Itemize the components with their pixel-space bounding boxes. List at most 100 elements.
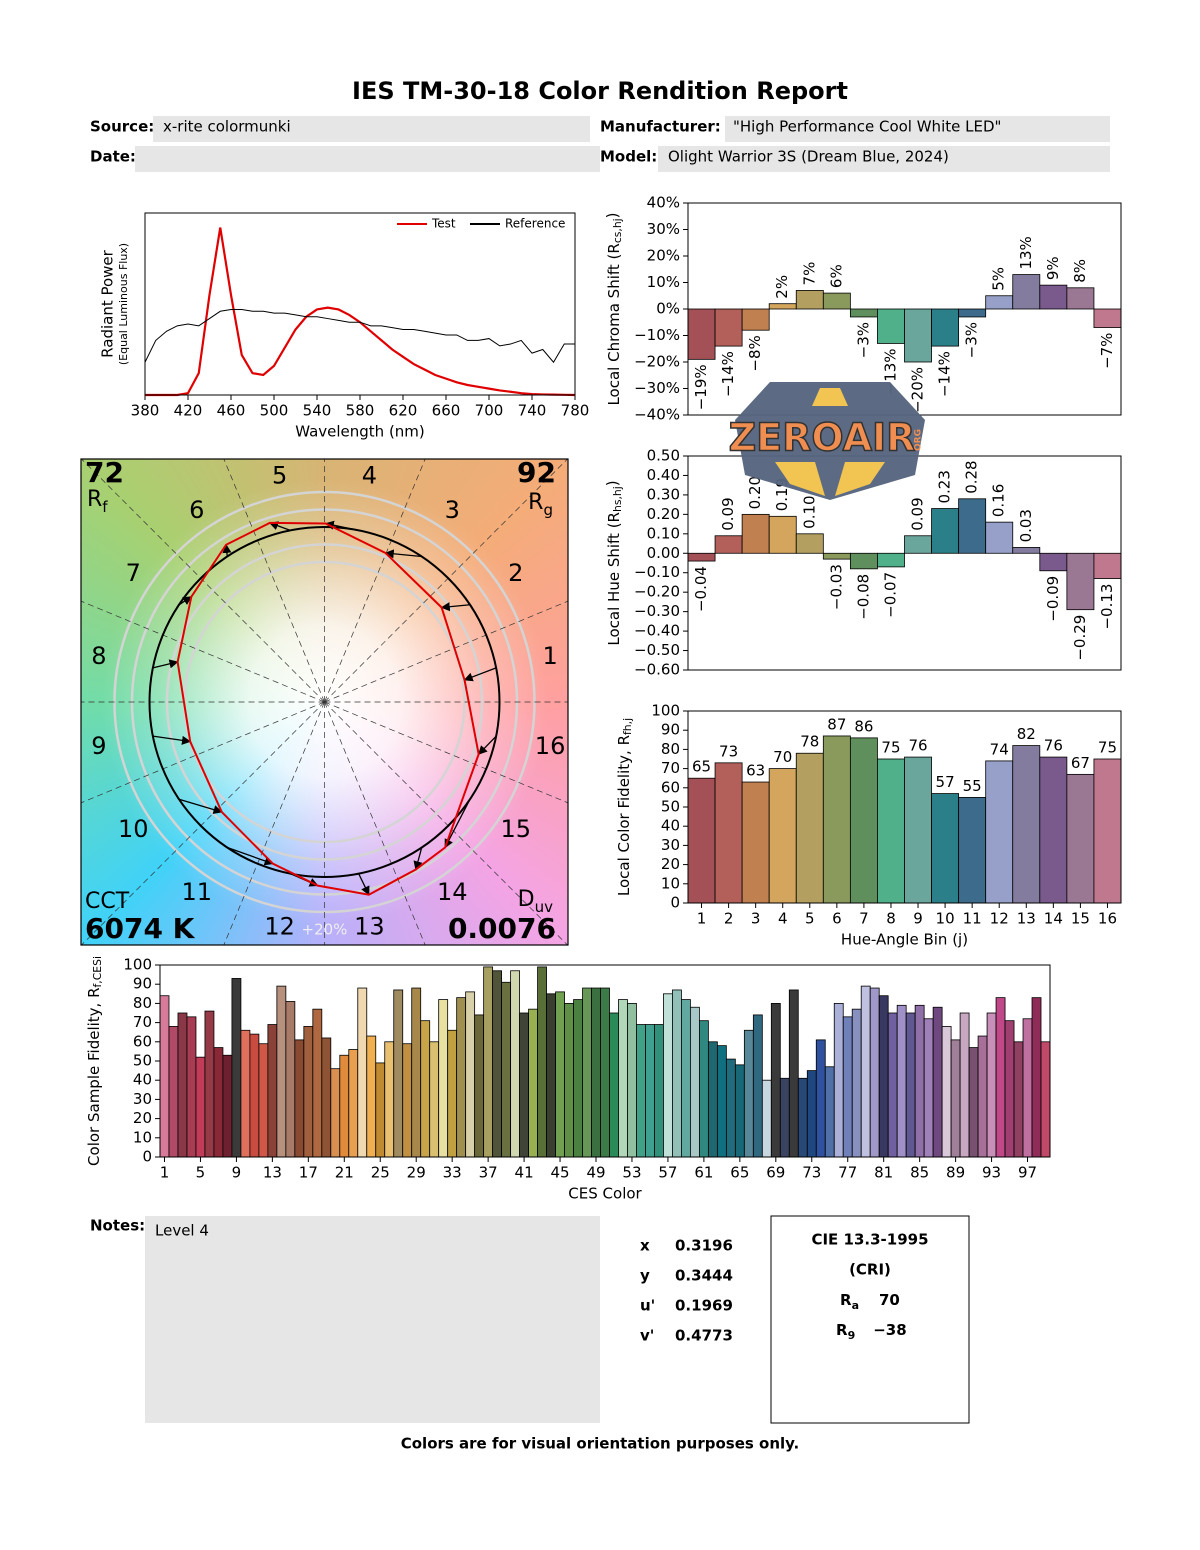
- rg-symbol-text: R: [528, 490, 543, 515]
- chromaticity-value: 0.1969: [675, 1297, 733, 1315]
- bar: [537, 966, 547, 1158]
- shift-arrow: [268, 521, 291, 531]
- bar: [914, 1004, 925, 1158]
- value-label: 87: [827, 715, 846, 733]
- y-tick-label: 50: [661, 798, 680, 816]
- bar: [177, 1012, 188, 1158]
- y-tick-label: 30%: [647, 220, 680, 238]
- bar: [950, 1039, 961, 1158]
- bin-boundary: [324, 459, 568, 703]
- value-label: 0.10: [800, 495, 818, 528]
- y-tick-label: −0.30: [634, 602, 680, 620]
- rf-symbol: Rf: [87, 487, 108, 516]
- bin-label: 9: [91, 732, 106, 760]
- y-axis-label-sub: cs,hj: [611, 218, 624, 243]
- bar: [663, 993, 673, 1158]
- y-tick-label: 90: [133, 975, 152, 993]
- bar: [483, 966, 494, 1158]
- value-label: 2%: [773, 275, 791, 299]
- field-label: Manufacturer:: [600, 118, 721, 136]
- y-tick-label: 100: [651, 702, 680, 720]
- bar: [741, 781, 770, 904]
- bar: [958, 498, 987, 554]
- y-tick-label: 0.10: [647, 524, 680, 542]
- bar: [904, 308, 932, 363]
- bar: [1012, 745, 1041, 904]
- bar: [420, 1020, 431, 1158]
- x-tick-label: 77: [838, 1164, 857, 1182]
- y-tick-label: 20: [661, 855, 680, 873]
- x-tick-label: 4: [778, 910, 788, 928]
- shift-arrow: [384, 549, 422, 559]
- shift-arrow: [413, 847, 423, 871]
- x-tick-label: 9: [232, 1164, 242, 1182]
- notes-text: Level 4: [155, 1222, 209, 1240]
- bar: [725, 1058, 736, 1158]
- y-axis-label-text: Local Hue Shift (R: [605, 512, 623, 646]
- bar: [159, 995, 170, 1158]
- shift-arrow: [463, 667, 497, 682]
- bar: [768, 515, 797, 554]
- bar: [887, 1012, 898, 1158]
- bar: [1004, 1020, 1015, 1158]
- bin-label: 10: [118, 815, 149, 843]
- bar: [636, 1024, 646, 1158]
- rf-symbol-sub: f: [102, 498, 108, 516]
- shift-arrow: [227, 846, 274, 866]
- value-label: 63: [746, 762, 765, 780]
- y-tick-label: 0: [670, 894, 680, 912]
- x-tick-label: 8: [886, 910, 896, 928]
- bar: [824, 1066, 835, 1158]
- bar: [842, 1016, 853, 1158]
- value-label: 86: [854, 717, 873, 735]
- bar: [672, 989, 682, 1158]
- field-box: [725, 116, 1110, 142]
- x-tick-label: 7: [859, 910, 869, 928]
- bar: [438, 999, 449, 1158]
- bar: [833, 1003, 844, 1158]
- bar: [1093, 758, 1122, 904]
- y-tick-label: 90: [661, 721, 680, 739]
- value-label: −20%: [909, 367, 927, 413]
- x-tick-label: 16: [1098, 910, 1117, 928]
- shift-arrow: [178, 798, 223, 814]
- bar: [904, 535, 932, 554]
- y-axis-label: Local Color Fidelity, Rfh,j: [615, 718, 634, 896]
- shift-arrow: [358, 873, 370, 896]
- bar: [240, 1029, 251, 1158]
- bin-boundary: [81, 459, 325, 703]
- bar: [213, 1047, 224, 1158]
- bar: [931, 308, 960, 347]
- x-tick-label: 1: [160, 1164, 170, 1182]
- bin-label: 14: [437, 878, 468, 906]
- bar: [582, 987, 592, 1158]
- bar: [714, 535, 743, 554]
- bar: [995, 997, 1006, 1158]
- bar: [1093, 308, 1122, 328]
- value-label: −3%: [963, 322, 981, 358]
- cri-r9-sub: 9: [848, 1329, 856, 1342]
- chromaticity-label: v': [640, 1327, 654, 1345]
- x-tick-label: 9: [913, 910, 923, 928]
- bar: [384, 1041, 395, 1158]
- field-label: Model:: [600, 148, 657, 166]
- scale-label: +20%: [302, 921, 348, 939]
- vector-graphic-frame: [80, 458, 569, 946]
- bar: [734, 1064, 745, 1158]
- x-axis-label: Hue-Angle Bin (j): [841, 931, 968, 949]
- y-tick-label: 30: [661, 836, 680, 854]
- bar: [968, 1047, 979, 1158]
- bar: [321, 1037, 332, 1158]
- y-tick-label: −20%: [634, 353, 680, 371]
- value-label: −0.09: [1044, 576, 1062, 622]
- bar: [267, 1024, 278, 1158]
- y-tick-label: −10%: [634, 326, 680, 344]
- cri-subtitle: (CRI): [849, 1261, 891, 1279]
- x-tick-label: 6: [832, 910, 842, 928]
- value-label: 65: [692, 758, 711, 776]
- bar: [768, 303, 797, 310]
- x-tick-label: 420: [174, 402, 203, 420]
- bar: [474, 1014, 485, 1158]
